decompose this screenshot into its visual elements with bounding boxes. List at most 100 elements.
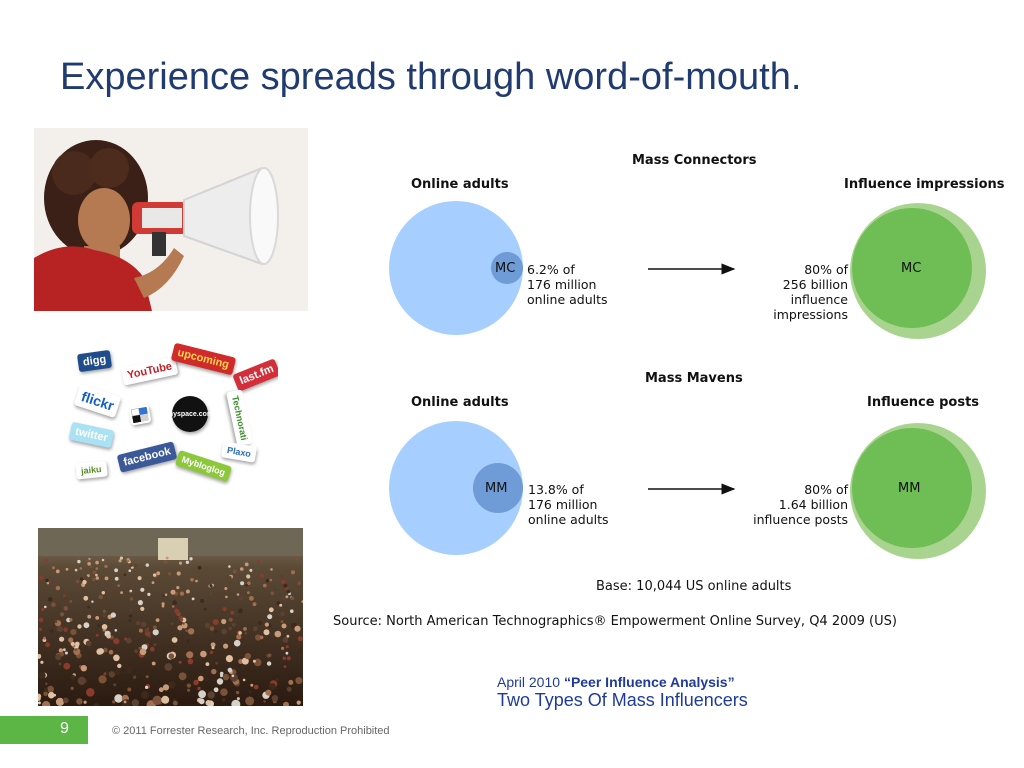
crowd-figure bbox=[283, 665, 287, 668]
crowd-figure bbox=[212, 619, 219, 625]
crowd-figure bbox=[177, 625, 183, 631]
crowd-figure bbox=[151, 581, 155, 584]
crowd-figure bbox=[55, 569, 60, 574]
crowd-figure bbox=[117, 663, 122, 669]
crowd-figure bbox=[211, 668, 217, 675]
crowd-figure bbox=[244, 631, 248, 635]
crowd-figure bbox=[43, 691, 48, 697]
crowd-figure bbox=[214, 629, 218, 634]
crowd-figure bbox=[101, 558, 105, 562]
crowd-figure bbox=[77, 559, 81, 564]
crowd-figure bbox=[135, 620, 141, 626]
crowd-figure bbox=[58, 648, 64, 653]
crowd-figure bbox=[108, 671, 116, 678]
crowd-figure bbox=[83, 575, 88, 580]
mm-code-right: MM bbox=[898, 481, 921, 496]
crowd-figure bbox=[95, 633, 99, 637]
crowd-figure bbox=[185, 589, 190, 594]
crowd-figure bbox=[80, 665, 87, 672]
crowd-figure bbox=[106, 634, 111, 639]
crowd-photo bbox=[38, 528, 303, 706]
crowd-figure bbox=[106, 671, 109, 675]
crowd-figure bbox=[204, 622, 211, 629]
crowd-figure bbox=[103, 672, 107, 676]
twitter-logo: twitter bbox=[68, 421, 115, 449]
crowd-figure bbox=[151, 661, 156, 666]
crowd-figure bbox=[249, 596, 254, 601]
crowd-figure bbox=[232, 569, 237, 574]
crowd-figure bbox=[95, 576, 99, 580]
mm-heading: Mass Mavens bbox=[645, 371, 743, 386]
crowd-figure bbox=[129, 564, 133, 567]
crowd-figure bbox=[98, 594, 103, 600]
crowd-figure bbox=[42, 701, 51, 706]
crowd-figure bbox=[296, 700, 301, 705]
crowd-figure bbox=[283, 583, 288, 588]
crowd-figure bbox=[39, 627, 42, 631]
crowd-figure bbox=[70, 674, 76, 680]
crowd-figure bbox=[291, 570, 295, 575]
crowd-figure bbox=[138, 628, 143, 633]
crowd-figure bbox=[137, 576, 142, 581]
mc-online-adults-label: Online adults bbox=[411, 177, 509, 192]
crowd-figure bbox=[231, 674, 235, 678]
crowd-figure bbox=[222, 607, 227, 612]
mc-right-stat-line2: 256 billion bbox=[782, 277, 848, 292]
crowd-figure bbox=[187, 658, 194, 665]
crowd-figure bbox=[49, 581, 54, 587]
mass-influencers-diagram: Mass Connectors Online adults Influence … bbox=[330, 140, 1010, 640]
caption-line1: April 2010 “Peer Influence Analysis” bbox=[497, 674, 748, 690]
lastfm-logo: last.fm bbox=[232, 358, 278, 392]
crowd-figure bbox=[263, 700, 266, 703]
mm-influence-circle bbox=[852, 428, 972, 548]
caption-report-title: “Peer Influence Analysis” bbox=[563, 674, 735, 690]
crowd-figure bbox=[102, 609, 106, 613]
crowd-figure bbox=[110, 612, 117, 618]
base-note: Base: 10,044 US online adults bbox=[596, 579, 792, 594]
mc-right-stat-line3: influence bbox=[790, 292, 848, 307]
crowd-figure bbox=[126, 637, 132, 644]
crowd-figure bbox=[236, 593, 240, 596]
crowd-figure bbox=[175, 609, 180, 615]
crowd-figure bbox=[230, 610, 235, 615]
mc-influence-impressions-label: Influence impressions bbox=[844, 177, 1005, 192]
crowd-figure bbox=[245, 696, 255, 706]
crowd-figure bbox=[74, 568, 78, 572]
crowd-figure bbox=[96, 648, 103, 655]
crowd-figure bbox=[38, 671, 46, 679]
crowd-figure bbox=[228, 576, 232, 580]
crowd-figure bbox=[63, 606, 69, 611]
crowd-figure bbox=[260, 573, 264, 578]
crowd-figure bbox=[280, 620, 284, 624]
flickr-logo: flickr bbox=[73, 383, 122, 419]
social-media-logos-collage: digg YouTube upcoming last.fm flickr mys… bbox=[64, 340, 278, 492]
mm-left-stat-line1: 13.8% of bbox=[528, 482, 584, 497]
crowd-figure bbox=[225, 595, 228, 599]
crowd-figure bbox=[63, 648, 66, 652]
crowd-figure bbox=[263, 629, 270, 636]
crowd-figure bbox=[93, 703, 99, 706]
crowd-figure bbox=[40, 660, 44, 664]
crowd-figure bbox=[294, 625, 301, 632]
crowd-figure bbox=[68, 637, 74, 643]
crowd-figure bbox=[113, 683, 117, 687]
crowd-figure bbox=[161, 604, 165, 608]
crowd-figure bbox=[268, 683, 276, 691]
crowd-figure bbox=[128, 569, 132, 572]
crowd-figure bbox=[74, 648, 78, 651]
crowd-figure bbox=[281, 623, 287, 629]
crowd-figure bbox=[264, 622, 269, 627]
crowd-figure bbox=[241, 657, 249, 665]
crowd-figure bbox=[95, 616, 100, 620]
crowd-figure bbox=[286, 686, 292, 692]
crowd-figure bbox=[271, 695, 279, 702]
mm-right-stat: 80% of 1.64 billion influence posts bbox=[728, 482, 848, 527]
crowd-figure bbox=[123, 573, 127, 576]
crowd-figure bbox=[276, 601, 281, 606]
crowd-figure bbox=[139, 648, 147, 656]
crowd-figure bbox=[155, 618, 160, 622]
crowd-figure bbox=[290, 596, 295, 600]
crowd-figure bbox=[267, 653, 272, 658]
crowd-figure bbox=[297, 636, 303, 642]
plaxo-logo: Plaxo bbox=[220, 441, 258, 463]
